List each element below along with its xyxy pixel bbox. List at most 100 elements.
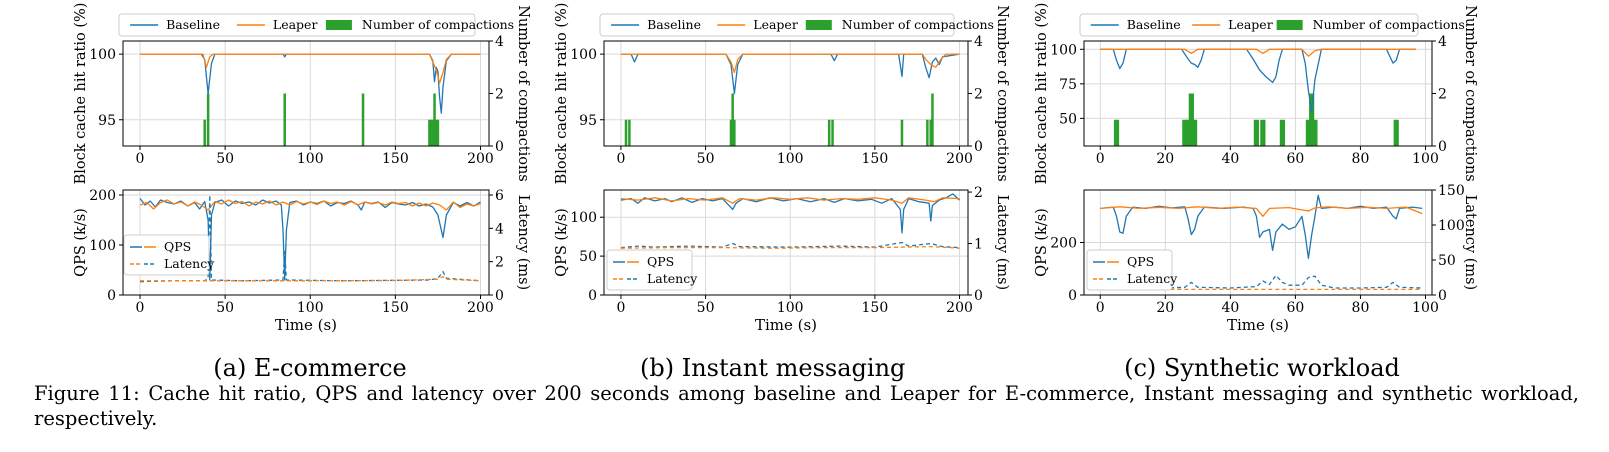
y-axis-title: Block cache hit ratio (%)	[73, 3, 89, 185]
y-tick-label: 50	[579, 249, 597, 265]
x-axis-title: Time (s)	[755, 316, 817, 334]
x-tick-label: 100	[1412, 300, 1439, 316]
y2-axis-title: Latency (ms)	[994, 195, 1010, 290]
x-tick-label: 50	[697, 300, 715, 316]
legend-compactions-label: Number of compactions	[1313, 17, 1465, 32]
series-leaper-line	[620, 53, 960, 74]
compaction-bar	[624, 119, 628, 146]
series-qps-line	[139, 198, 481, 281]
x-tick-label: 0	[616, 300, 625, 316]
y2-tick-label: 0	[495, 288, 504, 304]
compaction-bar	[729, 119, 733, 146]
plot-frame	[122, 189, 490, 296]
compaction-bar	[1305, 119, 1312, 146]
compaction-bar	[431, 119, 435, 146]
y2-axis-title: Number of compactions	[515, 5, 531, 182]
x-tick-label: 50	[216, 151, 234, 167]
x-tick-label: 0	[1096, 151, 1105, 167]
legend-qps: QPS Latency	[123, 234, 215, 276]
y2-tick-label: 2	[974, 87, 983, 103]
y2-tick-label: 0	[1438, 288, 1447, 304]
legend-cache: Baseline Leaper Number of compactions	[118, 13, 514, 37]
y-tick-label: 200	[1050, 236, 1077, 252]
x-axis-title: Time (s)	[275, 316, 337, 334]
y2-axis-title: Latency (ms)	[1462, 195, 1478, 290]
y2-tick-label: 2	[974, 185, 983, 201]
y2-tick-label: 0	[1438, 139, 1447, 155]
series-latency-line	[139, 194, 481, 283]
series-qps-line	[620, 197, 960, 204]
y-tick-label: 100	[570, 210, 597, 226]
legend-latency-label: Latency	[647, 271, 698, 286]
legend-qps: QPS Latency	[606, 249, 698, 291]
y-axis-title: Block cache hit ratio (%)	[1034, 3, 1050, 185]
x-tick-label: 50	[216, 300, 234, 316]
y-tick-label: 100	[1050, 42, 1077, 58]
compaction-bar	[1185, 119, 1191, 146]
legend-latency-label: Latency	[1127, 271, 1178, 286]
compaction-bar	[1279, 119, 1285, 146]
x-tick-label: 40	[1221, 151, 1239, 167]
y-axis-title: QPS (k/s)	[554, 208, 570, 277]
legend-leaper-label: Leaper	[273, 17, 318, 32]
y2-tick-label: 1	[974, 237, 983, 253]
legend-compactions-swatch	[1276, 20, 1303, 30]
y2-tick-label: 100	[1438, 218, 1465, 234]
legend-box	[599, 13, 955, 37]
compaction-bar	[1393, 119, 1399, 146]
legend-qps-label: QPS	[164, 239, 191, 254]
y2-tick-label: 6	[495, 188, 504, 204]
compaction-bar	[1188, 93, 1194, 146]
compaction-bar	[926, 119, 929, 146]
compaction-bar	[1312, 119, 1318, 146]
series-latency-line	[620, 241, 960, 249]
y-tick-label: 50	[1059, 111, 1077, 127]
compaction-bar	[283, 93, 286, 146]
compaction-bar	[900, 119, 904, 146]
x-tick-label: 100	[297, 300, 324, 316]
legend-cache: Baseline Leaper Number of compactions	[1079, 13, 1465, 37]
legend-qps-label: QPS	[647, 254, 674, 269]
x-tick-label: 20	[1156, 300, 1174, 316]
x-tick-label: 0	[1096, 300, 1105, 316]
compaction-bar	[203, 119, 206, 146]
x-tick-label: 0	[616, 151, 625, 167]
legend-baseline-label: Baseline	[1127, 17, 1181, 32]
chart-b-hit: 0 50 100 150 200 95 100 0 2 4 Block cache hit rati…	[554, 3, 1010, 185]
legend-box	[606, 249, 693, 291]
x-tick-label: 0	[136, 151, 145, 167]
legend-compactions-label: Number of compactions	[362, 17, 514, 32]
legend-baseline-label: Baseline	[166, 17, 220, 32]
y-tick-label: 95	[98, 113, 116, 129]
y2-tick-label: 150	[1438, 183, 1465, 199]
series-qps-line	[139, 199, 481, 211]
legend-leaper-label: Leaper	[753, 17, 798, 32]
y2-axis-title: Latency (ms)	[515, 195, 531, 290]
y2-tick-label: 0	[974, 288, 983, 304]
legend-latency-label: Latency	[164, 256, 215, 271]
compaction-bar	[428, 119, 431, 146]
compaction-bar	[1182, 119, 1188, 146]
legend-box	[123, 234, 210, 276]
x-tick-label: 100	[1412, 151, 1439, 167]
y2-tick-label: 4	[974, 34, 983, 50]
subcaption-b: (b) Instant messaging	[640, 354, 906, 382]
y2-tick-label: 50	[1438, 253, 1456, 269]
x-tick-label: 80	[1352, 300, 1370, 316]
y-tick-label: 100	[89, 47, 116, 63]
x-axis-title: Time (s)	[1227, 316, 1289, 334]
x-tick-label: 80	[1352, 151, 1370, 167]
y-tick-label: 200	[89, 188, 116, 204]
legend-compactions-swatch	[805, 20, 832, 30]
compaction-bar	[628, 119, 631, 146]
x-tick-label: 100	[777, 151, 804, 167]
subcaption-c: (c) Synthetic workload	[1124, 354, 1400, 382]
subcaption-a: (a) E-commerce	[213, 354, 407, 382]
x-tick-label: 200	[946, 151, 973, 167]
y2-tick-label: 0	[495, 139, 504, 155]
y-tick-label: 100	[89, 238, 116, 254]
